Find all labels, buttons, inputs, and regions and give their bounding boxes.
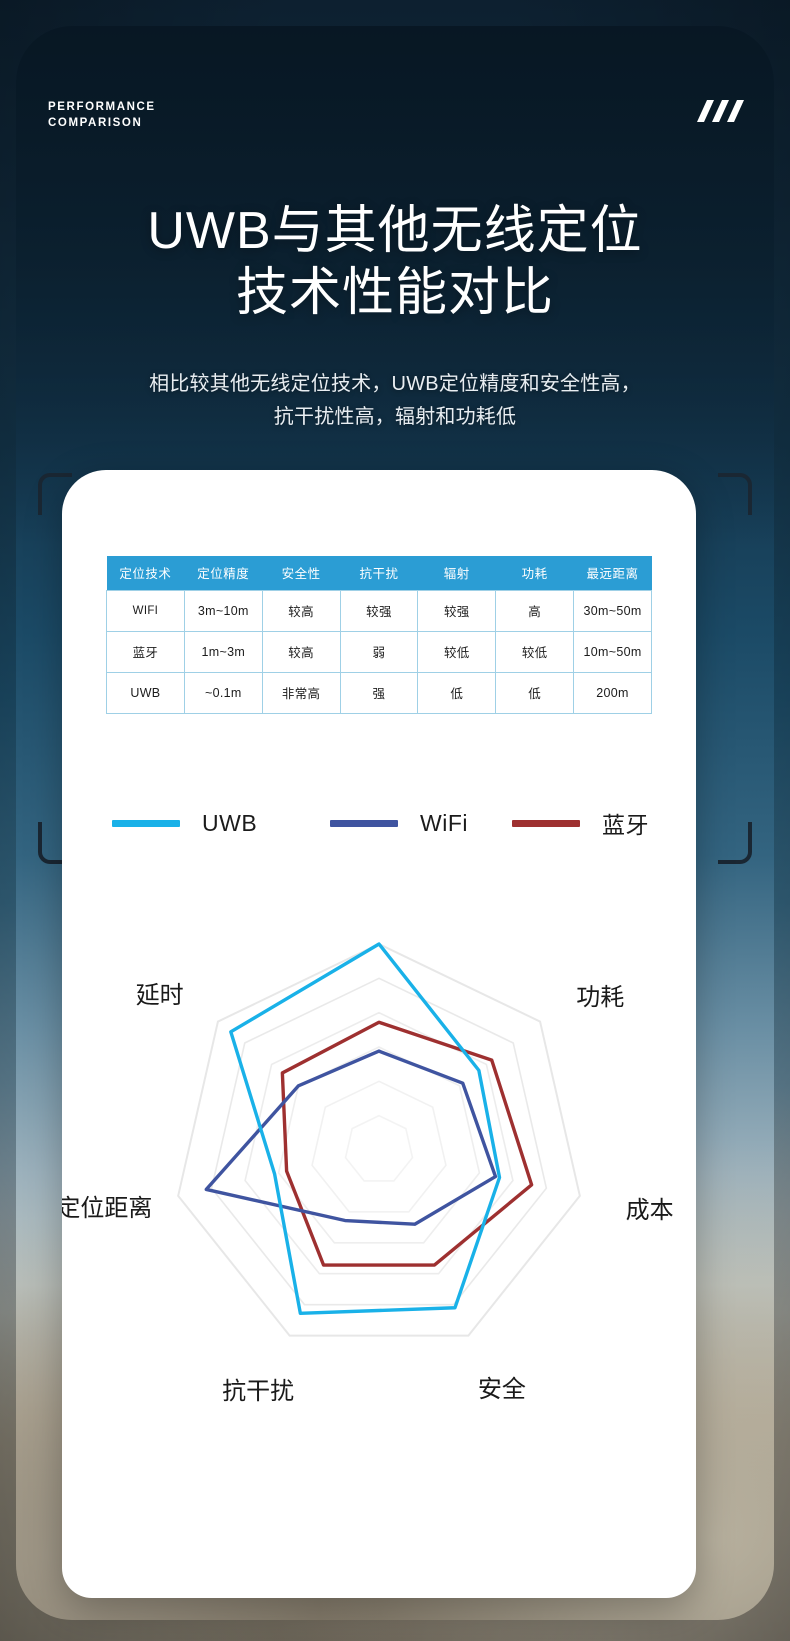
table-header-row: 定位技术 定位精度 安全性 抗干扰 辐射 功耗 最远距离 (106, 556, 652, 590)
title-line-2: 技术性能对比 (235, 264, 554, 322)
table-row: WIFI 3m~10m 较高 较强 较强 高 30m~50m (106, 589, 652, 632)
table-cell: 200m (573, 671, 652, 714)
radar-grid-ring (311, 1080, 447, 1213)
table-cell: UWB (106, 671, 185, 714)
table-cell: 较高 (261, 589, 341, 632)
radar-grid-ring (277, 1046, 481, 1244)
frame-bracket-top-left (38, 473, 72, 515)
table-cell: 蓝牙 (106, 630, 185, 673)
page-title: UWB与其他无线定位 技术性能对比 (0, 200, 790, 324)
legend-item-bluetooth: 蓝牙 (512, 806, 652, 840)
legend-item-uwb: UWB (112, 810, 330, 837)
subtitle-line-2: 抗干扰性高，辐射和功耗低 (273, 406, 517, 428)
table-cell: 10m~50m (573, 630, 652, 673)
title-line-1: UWB与其他无线定位 (147, 202, 643, 260)
table-body: WIFI 3m~10m 较高 较强 较强 高 30m~50m 蓝牙 1m~3m … (106, 589, 652, 714)
table-cell: 低 (417, 671, 497, 714)
radar-series-蓝牙 (280, 1020, 534, 1267)
table-header-cell: 抗干扰 (340, 556, 418, 590)
radar-grid-ring (244, 1011, 514, 1275)
subtitle-line-1: 相比较其他无线定位技术，UWB定位精度和安全性高， (149, 373, 641, 395)
table-cell: 低 (495, 671, 575, 714)
radar-axis-label: 功耗 (576, 984, 624, 1011)
radar-axis-label: 延时 (136, 982, 184, 1009)
legend-swatch-icon (112, 819, 180, 827)
eyebrow-line-1: PERFORMANCE (48, 101, 156, 113)
table-header-cell: 功耗 (495, 556, 574, 590)
table-cell: 较强 (339, 589, 419, 632)
table-cell: 较强 (417, 589, 497, 632)
radar-chart: 精度功耗成本安全抗干扰定位距离延时 (62, 902, 696, 1432)
table-cell: 非常高 (261, 671, 341, 714)
triple-slash-icon (697, 100, 744, 122)
chart-legend: UWB WiFi 蓝牙 (112, 806, 652, 840)
phone-screen: 定位技术 定位精度 安全性 抗干扰 辐射 功耗 最远距离 WIFI 3m~10m… (62, 470, 696, 1598)
table-cell: 较低 (495, 630, 575, 673)
table-row: UWB ~0.1m 非常高 强 低 低 200m (106, 671, 652, 714)
frame-bracket-top-right (718, 473, 752, 515)
legend-swatch-icon (330, 819, 398, 827)
table-cell: ~0.1m (183, 671, 263, 714)
comparison-table: 定位技术 定位精度 安全性 抗干扰 辐射 功耗 最远距离 WIFI 3m~10m… (106, 556, 652, 714)
legend-swatch-icon (512, 819, 580, 827)
radar-series-uwb (229, 942, 502, 1316)
eyebrow-text: PERFORMANCE COMPARISON (48, 99, 156, 131)
legend-item-wifi: WiFi (330, 810, 512, 837)
table-header-cell: 定位精度 (184, 556, 263, 590)
table-cell: 1m~3m (183, 630, 263, 673)
table-header-cell: 定位技术 (106, 556, 185, 590)
table-cell: 高 (495, 589, 575, 632)
radar-axis-label: 成本 (626, 1197, 674, 1224)
legend-label: 蓝牙 (602, 812, 649, 838)
page-subtitle: 相比较其他无线定位技术，UWB定位精度和安全性高， 抗干扰性高，辐射和功耗低 (0, 368, 790, 434)
table-head: 定位技术 定位精度 安全性 抗干扰 辐射 功耗 最远距离 (106, 556, 652, 590)
eyebrow-line-2: COMPARISON (48, 117, 143, 129)
radar-grid-ring (177, 942, 581, 1337)
table-cell: 弱 (339, 630, 419, 673)
legend-label: WiFi (420, 809, 468, 836)
radar-grid-ring (210, 977, 548, 1306)
comparison-table-wrapper: 定位技术 定位精度 安全性 抗干扰 辐射 功耗 最远距离 WIFI 3m~10m… (106, 556, 652, 714)
table-cell: 30m~50m (573, 589, 652, 632)
poster-top-gradient (16, 26, 774, 546)
table-cell: 3m~10m (183, 589, 263, 632)
table-cell: 较高 (261, 630, 341, 673)
radar-chart-svg: 精度功耗成本安全抗干扰定位距离延时 (62, 902, 674, 1405)
frame-bracket-bottom-right (718, 822, 752, 864)
table-cell: 较低 (417, 630, 497, 673)
table-header-cell: 辐射 (417, 556, 496, 590)
table-header-cell: 最远距离 (573, 556, 652, 590)
radar-axis-label: 定位距离 (62, 1195, 152, 1222)
radar-grid-ring (344, 1114, 414, 1182)
radar-series-wifi (204, 1049, 498, 1226)
table-header-cell: 安全性 (262, 556, 341, 590)
table-cell: WIFI (106, 589, 185, 632)
legend-label: UWB (202, 809, 258, 836)
table-row: 蓝牙 1m~3m 较高 弱 较低 较低 10m~50m (106, 630, 652, 673)
radar-axis-label: 安全 (478, 1376, 526, 1403)
table-cell: 强 (339, 671, 419, 714)
frame-bracket-bottom-left (38, 822, 72, 864)
radar-axis-label: 抗干扰 (222, 1378, 294, 1405)
